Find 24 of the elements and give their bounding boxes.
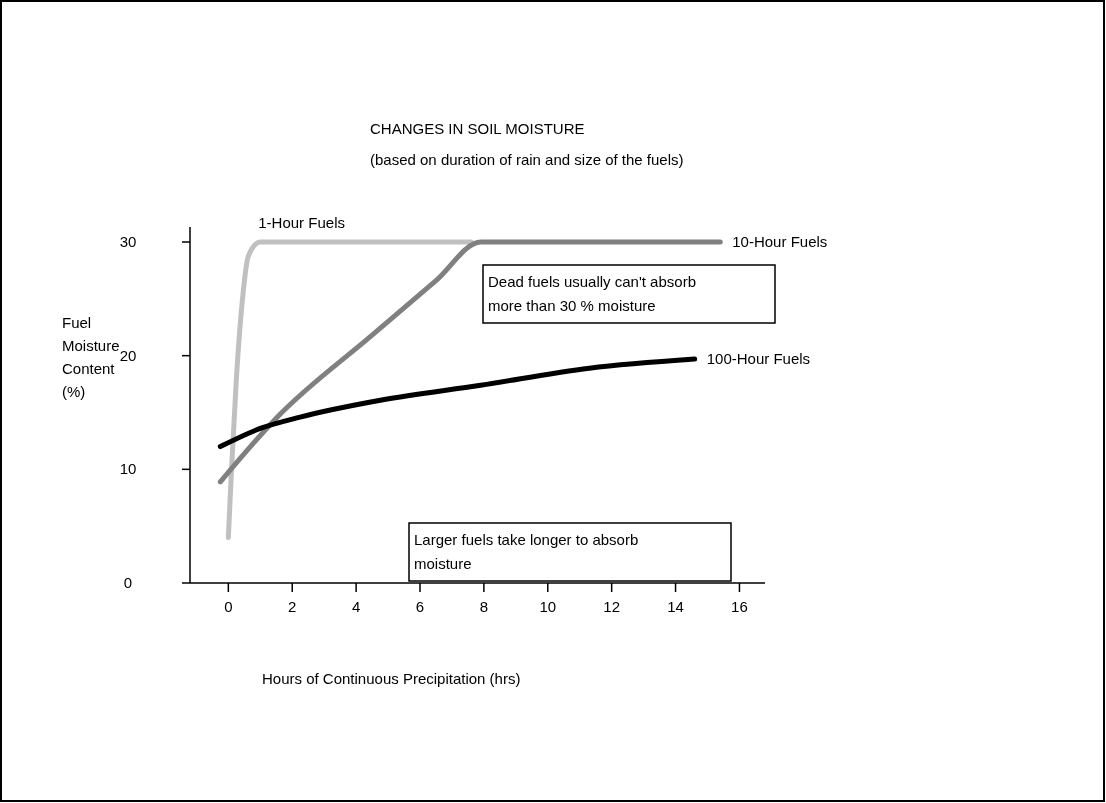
x-tick-label: 12 [603,598,621,615]
annotation: Larger fuels take longer to absorb moisture [414,531,639,572]
series-label: 10-Hour Fuels [732,233,828,250]
chart-subtitle: (based on duration of rain and size of the fuels) [370,151,684,168]
note-box: Dead fuels usually can't absorb more than 30 % moisture [482,264,776,324]
y-tick-label: 0 [123,574,133,591]
x-axis-title: Hours of Continuous Precipitation (hrs) [262,670,521,687]
x-tick-label: 8 [479,598,489,615]
series-label: 1-Hour Fuels [258,214,345,231]
chart-title: CHANGES IN SOIL MOISTURE [370,120,585,137]
x-tick-label: 16 [731,598,748,615]
x-tick-label: 4 [351,598,361,615]
x-tick-label: 0 [224,598,233,615]
y-tick-label: 30 [119,233,137,250]
x-tick-label: 10 [539,598,557,615]
note-box: Larger fuels take longer to absorb moisture [408,522,732,582]
x-tick-label: 6 [415,598,425,615]
x-tick-label: 14 [667,598,684,615]
y-tick-label: 10 [119,460,137,478]
annotation: Dead fuels usually can't absorb more than 30 % moisture [488,273,696,314]
y-axis-title: Fuel Moisture Content (%) [62,314,120,400]
x-tick-label: 2 [288,598,297,615]
y-tick-label: 20 [119,346,137,364]
series-label: 100-Hour Fuels [706,350,811,368]
